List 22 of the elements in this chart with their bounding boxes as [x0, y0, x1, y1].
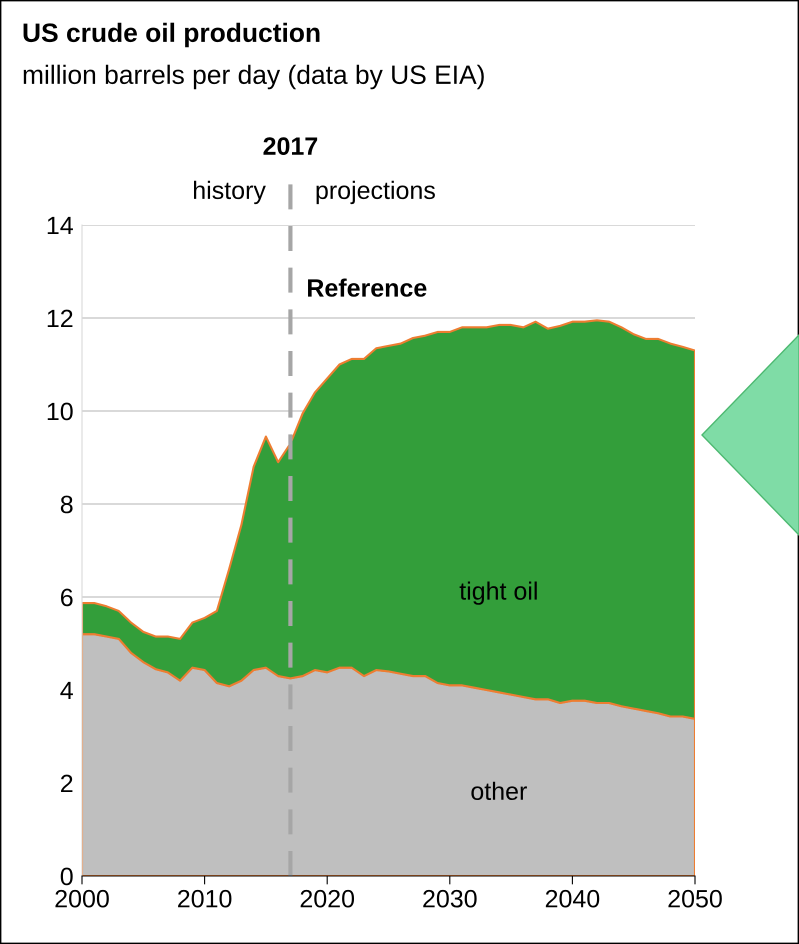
x-tick-label: 2000 [55, 890, 109, 908]
series-label: tight oil [460, 581, 537, 605]
y-tick-label: 6 [61, 588, 73, 606]
y-tick-label: 12 [48, 310, 72, 328]
series-label: other [471, 782, 527, 800]
x-tick-label: 2050 [668, 890, 722, 908]
chart-title: US crude oil production [24, 22, 320, 48]
text: projections [316, 180, 435, 204]
y-tick-label: 8 [60, 496, 73, 514]
y-tick-label: 10 [48, 402, 73, 420]
ref-line-label: 2017 [263, 137, 318, 155]
chart-subtitle: million barrels per day (data by US EIA) [24, 64, 484, 90]
y-tick-label: 0 [60, 868, 73, 886]
x-tick-label: 2010 [178, 890, 232, 908]
y-tick-label: 14 [48, 216, 73, 234]
x-tick-label: 2040 [546, 890, 600, 908]
y-tick-label: 4 [60, 682, 73, 700]
text: history [194, 180, 266, 204]
x-tick-label: 2030 [423, 890, 477, 908]
annotation: Reference [308, 278, 426, 297]
y-tick-label: 2 [61, 774, 72, 792]
x-tick-label: 2020 [300, 890, 354, 908]
